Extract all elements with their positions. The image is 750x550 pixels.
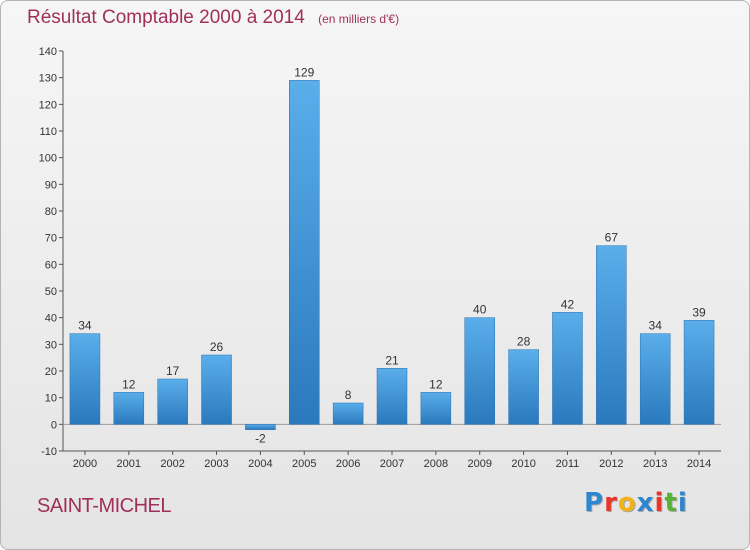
y-axis: -10 0 10 20 30 40 50 60 70 80 90 100 110 120 130 140: [39, 46, 64, 458]
value-label-2001: 12: [122, 377, 136, 391]
value-label-2011: 42: [561, 297, 575, 311]
value-label-2013: 34: [649, 319, 663, 333]
value-label-2007: 21: [385, 353, 399, 367]
y-tick-label: 120: [39, 99, 57, 111]
proxiti-logo: Proxiti: [584, 488, 688, 518]
x-tick-label: 2008: [424, 458, 448, 470]
y-tick-label: 90: [45, 179, 57, 191]
bar-2014: [683, 320, 715, 425]
value-label-2012: 67: [605, 231, 619, 245]
y-tick-label: 80: [45, 206, 57, 218]
value-label-2009: 40: [473, 303, 487, 317]
y-tick-label: 70: [45, 233, 57, 245]
value-label-2008: 12: [429, 377, 443, 391]
commune-name: SAINT-MICHEL: [37, 495, 172, 517]
x-tick-label: 2005: [292, 458, 316, 470]
bar-2003: [201, 354, 232, 425]
bar-2009: [464, 317, 495, 425]
bars: [69, 80, 715, 430]
bar-2012: [596, 245, 627, 425]
x-tick-label: 2011: [556, 458, 580, 470]
value-label-2014: 39: [692, 305, 706, 319]
x-tick-label: 2002: [160, 458, 184, 470]
x-tick-label: 2013: [643, 458, 667, 470]
logo-letter: i: [677, 488, 688, 518]
x-tick-label: 2014: [687, 458, 711, 470]
y-tick-label: 20: [45, 366, 57, 378]
chart-subtitle: (en milliers d'€): [318, 12, 400, 26]
value-label-2005: 129: [294, 65, 314, 79]
y-tick-label: 40: [45, 313, 57, 325]
value-labels: 34 12 17 26 -2 129 8 21 12 40 28 42 67 34 39: [78, 65, 706, 445]
y-tick-label: 10: [45, 393, 57, 405]
bar-2010: [508, 349, 539, 425]
value-label-2006: 8: [345, 388, 352, 402]
value-label-2010: 28: [517, 335, 531, 349]
bar-2000: [69, 333, 101, 425]
bar-2013: [639, 333, 671, 425]
logo-letter: P: [584, 488, 605, 518]
x-tick-label: 2012: [599, 458, 623, 470]
x-tick-label: 2001: [117, 458, 141, 470]
y-tick-label: 60: [45, 259, 57, 271]
y-tick-label: -10: [41, 446, 57, 458]
bar-2004: [245, 424, 276, 430]
x-tick-label: 2006: [336, 458, 360, 470]
x-tick-label: 2003: [204, 458, 228, 470]
value-label-2004: -2: [255, 432, 266, 446]
logo-letter: r: [604, 488, 618, 518]
y-tick-label: 130: [39, 73, 57, 85]
chart-title: Résultat Comptable 2000 à 2014 (en milli…: [27, 7, 399, 29]
y-tick-label: 30: [45, 339, 57, 351]
y-tick-label: 110: [39, 126, 57, 138]
x-axis: 2000 2001 2002 2003 2004 2005 2006 2007 2008 2009…: [63, 423, 721, 470]
x-tick-label: 2004: [248, 458, 272, 470]
x-tick-label: 2007: [380, 458, 404, 470]
value-label-2002: 17: [166, 364, 180, 378]
x-tick-label: 2009: [467, 458, 491, 470]
y-tick-label: 0: [51, 419, 57, 431]
x-tick-label: 2000: [73, 458, 97, 470]
x-tick-label: 2010: [511, 458, 535, 470]
bar-2008: [420, 392, 452, 425]
bar-2002: [157, 378, 188, 425]
logo-letter: x: [636, 488, 655, 518]
bar-2005: [289, 80, 320, 425]
value-label-2000: 34: [78, 319, 92, 333]
bar-2011: [552, 312, 583, 425]
y-tick-label: 100: [39, 153, 57, 165]
logo-letter: i: [654, 488, 665, 518]
value-label-2003: 26: [210, 340, 224, 354]
logo-letter: o: [617, 488, 637, 518]
bar-2001: [113, 392, 145, 425]
logo-letter: t: [664, 488, 678, 518]
chart-title-text: Résultat Comptable 2000 à 2014: [27, 7, 305, 28]
y-tick-label: 140: [39, 46, 57, 58]
bar-2007: [376, 368, 408, 425]
bar-2006: [332, 402, 364, 425]
y-tick-label: 50: [45, 286, 57, 298]
